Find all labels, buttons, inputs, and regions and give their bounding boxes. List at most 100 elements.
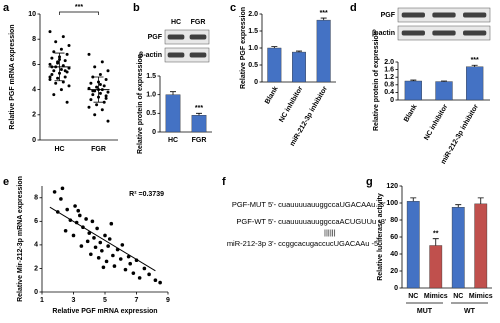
x-tick-label: Blank	[403, 103, 419, 123]
x-tick-label: 5	[103, 297, 107, 304]
error-bar	[271, 46, 278, 48]
dot	[59, 47, 63, 51]
y-tick-label: 1.0	[248, 45, 258, 52]
dot	[48, 62, 52, 66]
significance: ***	[320, 10, 328, 17]
point	[104, 259, 109, 264]
point	[93, 245, 98, 250]
dot	[93, 65, 97, 69]
point	[95, 226, 99, 231]
y-axis-label: Relative protein of expression	[137, 54, 144, 154]
point	[120, 243, 125, 247]
dot	[65, 100, 69, 104]
base-pairing: ||||||	[324, 228, 336, 237]
bar	[474, 203, 488, 289]
panel-letter: d	[350, 2, 357, 14]
error-bar	[296, 50, 302, 53]
dot	[95, 85, 99, 89]
panel-letter: g	[366, 176, 373, 188]
point	[52, 190, 57, 194]
point	[98, 240, 103, 245]
y-tick-label: 2	[34, 265, 38, 272]
blot-band	[432, 12, 456, 18]
dot	[91, 93, 95, 97]
dot	[52, 69, 56, 73]
dot	[48, 75, 52, 79]
x-tick-label: FGR	[192, 137, 207, 144]
point	[79, 244, 84, 248]
blot-frame	[164, 47, 210, 63]
bar	[292, 51, 306, 83]
dot	[63, 59, 67, 63]
y-tick-label: 1.0	[146, 92, 156, 99]
dot	[63, 69, 67, 73]
dot	[54, 81, 58, 85]
sequence-name: miR-212-3p	[227, 239, 266, 248]
dot	[91, 89, 95, 93]
blot-band	[401, 30, 425, 36]
dot	[98, 83, 102, 87]
y-tick-label: 0	[152, 129, 156, 136]
x-tick-label: NC inhibitor	[423, 103, 449, 141]
point	[96, 256, 101, 260]
sd-bar	[54, 52, 65, 82]
error-bar	[471, 64, 478, 67]
y-tick-label: 6	[34, 218, 38, 225]
dot	[87, 86, 91, 90]
bar	[466, 66, 484, 101]
y-tick-label: 0	[390, 97, 394, 104]
blot-band	[189, 34, 207, 40]
x-tick-label: 3	[72, 297, 76, 304]
panel-letter: c	[230, 2, 236, 14]
bar	[451, 207, 465, 289]
dot	[93, 113, 97, 117]
y-tick-label: 1.5	[248, 28, 258, 35]
point	[63, 228, 68, 233]
bar	[267, 47, 282, 83]
point	[84, 217, 88, 221]
bar	[404, 80, 422, 101]
point	[107, 237, 112, 241]
dot	[56, 76, 60, 80]
blot-band	[189, 52, 207, 58]
significance: ***	[195, 105, 203, 112]
y-tick-label: 0	[34, 289, 38, 296]
point	[128, 261, 132, 266]
blot-band	[401, 12, 425, 18]
y-axis-label: Relative luciferase activity	[377, 193, 384, 281]
error-bar	[410, 79, 417, 81]
y-tick-label: 0.8	[384, 82, 394, 89]
dot	[48, 30, 52, 34]
y-tick-label: 120	[386, 183, 398, 190]
y-tick-label: 4	[34, 242, 38, 249]
y-tick-label: 80	[390, 217, 398, 224]
dot	[65, 52, 69, 56]
blot-band	[432, 30, 456, 36]
y-tick-label: 40	[390, 251, 398, 258]
error-bar	[410, 197, 417, 202]
point	[103, 233, 107, 238]
y-tick-label: 0	[394, 285, 398, 292]
error-bar	[477, 197, 484, 204]
point	[101, 265, 106, 270]
x-tick-label: Mimics	[424, 293, 448, 300]
y-tick-label: 1.5	[146, 73, 156, 80]
y-axis-label: Relative Mir-212-3p mRNA expression	[17, 176, 24, 302]
blot-band	[463, 30, 487, 36]
panel-letter: b	[133, 2, 140, 14]
point	[76, 208, 81, 213]
x-tick-label: miR-212-3p inhibitor	[440, 103, 480, 165]
y-tick-label: 60	[390, 234, 398, 241]
x-tick-label: NC inhibitor	[278, 85, 304, 123]
group-label: MUT	[417, 308, 433, 315]
x-tick-label: NC	[453, 293, 463, 300]
y-tick-label: 2	[32, 112, 36, 119]
y-tick-label: 1.6	[384, 66, 394, 73]
dot	[102, 100, 106, 104]
dot	[89, 81, 93, 85]
sequence: 5'- cuauuuuauuggccaACUGUUu -3'	[268, 217, 387, 226]
dot	[104, 94, 108, 98]
panel-letter: a	[3, 2, 10, 14]
x-tick-label: FGR	[91, 146, 106, 153]
dot	[98, 91, 102, 95]
